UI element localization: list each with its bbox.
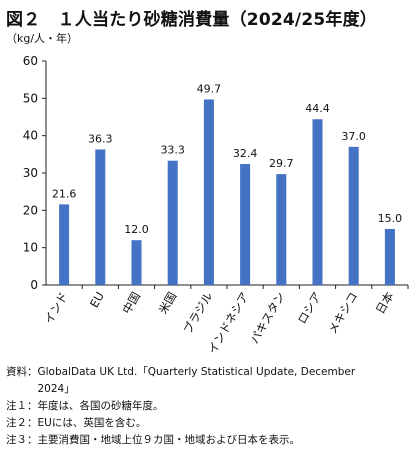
note-2-text: EUには、英国を含む。 xyxy=(37,417,147,429)
note-3-text: 主要消費国・地域上位９カ国・地域および日本を表示。 xyxy=(37,434,301,446)
bar xyxy=(276,174,287,285)
x-tick-label: 米国 xyxy=(156,290,180,317)
y-tick-label: 40 xyxy=(23,129,38,143)
source-text-line-2: 2024」 xyxy=(37,383,75,395)
source-text: GlobalData UK Ltd.「Quarterly Statistical… xyxy=(38,364,356,381)
x-tick-label: メキシコ xyxy=(325,290,360,337)
y-tick-label: 30 xyxy=(23,166,38,180)
bar-value-label: 12.0 xyxy=(124,223,149,236)
x-tick-label: 中国 xyxy=(119,290,143,317)
bar xyxy=(312,119,323,286)
bar xyxy=(167,160,178,285)
x-tick-label: 日本 xyxy=(373,289,397,316)
note-2: 注２： EUには、英国を含む。 xyxy=(6,415,414,432)
bar-value-label: 36.3 xyxy=(88,132,113,145)
bar xyxy=(59,204,70,285)
bar-value-label: 21.6 xyxy=(52,187,77,200)
source-note: 資料： GlobalData UK Ltd.「Quarterly Statist… xyxy=(6,364,414,381)
y-tick-label: 50 xyxy=(23,91,38,105)
bar-value-label: 44.4 xyxy=(305,102,330,115)
bar-value-label: 49.7 xyxy=(197,82,222,95)
note-2-label: 注２： xyxy=(6,417,38,429)
source-label: 資料： xyxy=(6,366,38,378)
note-1: 注１： 年度は、各国の砂糖年度。 xyxy=(6,398,414,415)
bar-chart: 0 10 20 30 40 50 60 21.6 インド 36.3 EU 12.0 中国 33.3 米国 49… xyxy=(23,54,409,356)
y-tick-label: 60 xyxy=(23,54,38,68)
chart-title: 図２ １人当たり砂糖消費量（2024/25年度） xyxy=(6,10,377,30)
y-tick-label: 0 xyxy=(30,278,38,292)
y-axis-unit-label: （kg/人・年） xyxy=(6,32,79,45)
bar-value-label: 32.4 xyxy=(233,147,258,160)
x-tick-label: EU xyxy=(87,290,107,311)
x-tick-label: ロシア xyxy=(295,290,324,327)
y-tick-label: 20 xyxy=(23,203,38,217)
bar xyxy=(240,164,251,285)
note-1-text: 年度は、各国の砂糖年度。 xyxy=(37,400,164,412)
bar xyxy=(384,229,395,285)
bar-value-label: 29.7 xyxy=(269,157,294,170)
bar xyxy=(203,99,214,285)
source-note-continued: 資料： 2024」 xyxy=(6,381,414,398)
x-tick-label: インド xyxy=(41,290,70,327)
bar-value-label: 37.0 xyxy=(341,130,366,143)
bar xyxy=(348,146,359,285)
note-3: 注３： 主要消費国・地域上位９カ国・地域および日本を表示。 xyxy=(6,432,414,449)
bar xyxy=(131,240,142,285)
chart-notes: 資料： GlobalData UK Ltd.「Quarterly Statist… xyxy=(6,364,414,449)
y-tick-label: 10 xyxy=(23,241,38,255)
bar-value-label: 33.3 xyxy=(160,144,185,157)
x-tick-label: パキスタン xyxy=(247,290,288,346)
source-text-line-1: GlobalData UK Ltd.「Quarterly Statistical… xyxy=(37,366,356,378)
note-1-label: 注１： xyxy=(6,400,38,412)
x-tick-label: ブラジル xyxy=(180,290,215,337)
bar-value-label: 15.0 xyxy=(378,212,403,225)
note-3-label: 注３： xyxy=(6,434,38,446)
bar xyxy=(95,149,106,285)
